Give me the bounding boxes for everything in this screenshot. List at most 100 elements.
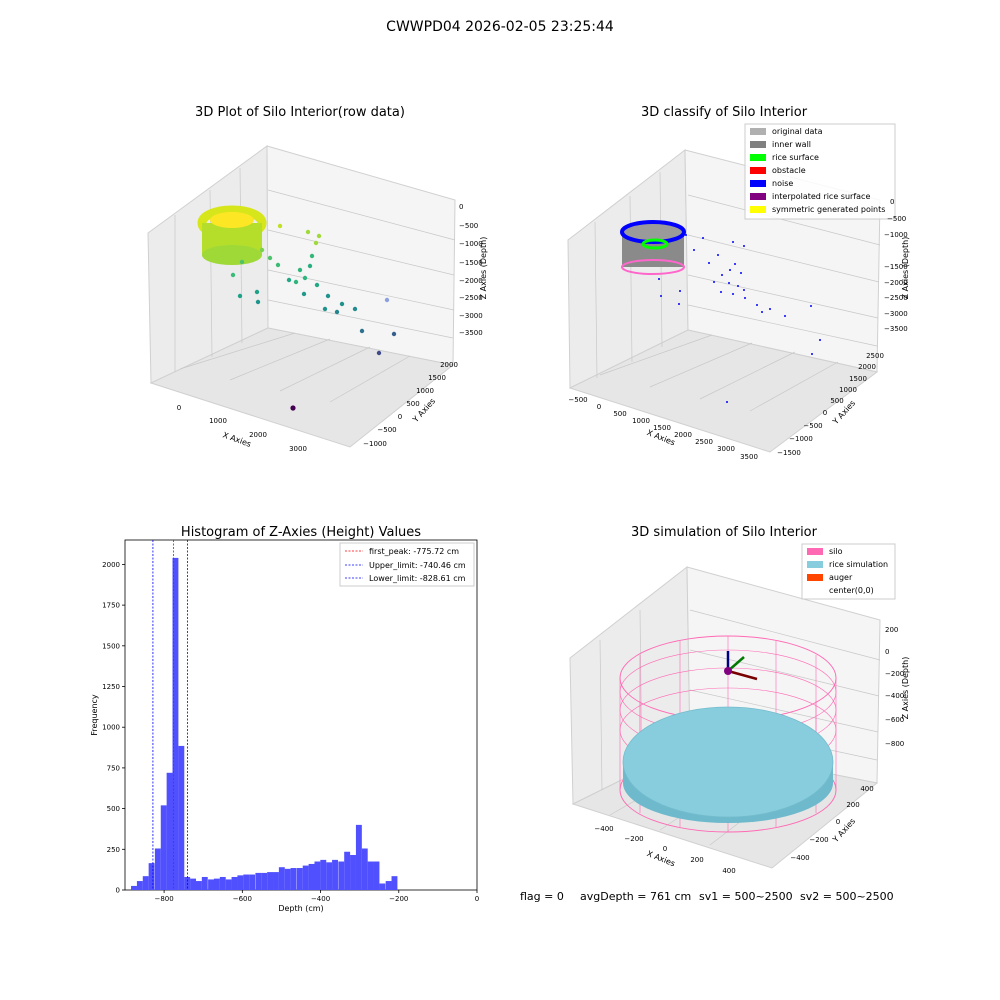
panel1-ytick: 1500 [428, 374, 446, 382]
panel4-xlabel: X Axies [646, 849, 677, 868]
histogram-bar [273, 872, 279, 890]
legend-item-inner-wall: inner wall [750, 140, 811, 149]
panel4-ztick: −200 [885, 670, 904, 678]
legend-item-lower-limit: Lower_limit: -828.61 cm [345, 574, 466, 583]
legend-swatch [750, 180, 766, 187]
histogram-ylabel: Frequency [90, 694, 99, 736]
y-tick-label: 1250 [102, 683, 120, 691]
auger-x-arrow [727, 669, 758, 681]
panel4-zlabel: Z Axies (Depth) [901, 657, 910, 720]
histogram-bar [154, 848, 161, 890]
panel2-xtick: 1000 [632, 417, 650, 425]
histogram-vlines [152, 540, 188, 890]
panel1-title: 3D Plot of Silo Interior(row data) [195, 105, 405, 120]
histogram-bar [278, 867, 285, 890]
histogram-bar [326, 862, 333, 890]
panel2-rice-surface-ring [641, 238, 669, 250]
x-tick-label: 0 [475, 895, 479, 903]
histogram-bar [249, 874, 256, 890]
panel1-ztick: −3500 [459, 329, 483, 337]
panel3-title: Histogram of Z-Axies (Height) Values [181, 525, 421, 540]
rice-simulation-surface [622, 706, 834, 823]
panel1-xtick: 1000 [209, 417, 227, 425]
panel2-ytick: 1000 [839, 386, 857, 394]
histogram-bar [219, 876, 226, 890]
rice-top [622, 706, 834, 818]
histogram-bar [296, 868, 303, 890]
histogram-bar [172, 557, 179, 890]
panel2-ztick: −2000 [884, 279, 908, 287]
histogram-legend-box [339, 542, 475, 587]
legend-label: interpolated rice surface [772, 192, 870, 201]
legend-swatch [750, 167, 766, 174]
panel2-zlabel: Z Axies (Depth) [901, 237, 910, 300]
panel1-xlabel: X Axies [221, 430, 252, 449]
panel2-ytick: 1500 [849, 375, 867, 383]
panel1-ytick: 0 [398, 413, 402, 421]
histogram-bar [373, 861, 380, 890]
panel1-ztick: −500 [459, 222, 478, 230]
y-tick-label: 0 [116, 887, 120, 895]
panel2-ztick: −3000 [884, 310, 908, 318]
legend-swatch [750, 141, 766, 148]
histogram-bar [308, 863, 315, 890]
histogram-bar [338, 861, 345, 890]
panel1-ytick: 500 [406, 400, 419, 408]
panel2-ytick: 2500 [866, 352, 884, 360]
panel2-ytick: 0 [823, 409, 827, 417]
panel1-ztick: −2000 [459, 277, 483, 285]
legend-label: symmetric generated points [772, 205, 885, 214]
panel1-ytick: 2000 [440, 361, 458, 369]
auger-and-center [724, 651, 758, 681]
panel2-points [620, 220, 821, 403]
panel2-xtick: 3000 [717, 445, 735, 453]
panel1-ytick: 1000 [416, 387, 434, 395]
legend-item-obstacle: obstacle [750, 166, 806, 175]
panel2-xtick: 1500 [653, 424, 671, 432]
panel1-ztick: 0 [459, 203, 463, 211]
panel2-xtick: 500 [613, 410, 626, 418]
panel2-ztick: −500 [887, 215, 906, 223]
histogram-bar [213, 878, 220, 890]
panel1-xtick: 3000 [289, 445, 307, 453]
panel1-ztick: −2500 [459, 294, 483, 302]
histogram-bar [385, 881, 392, 890]
panel2-title: 3D classify of Silo Interior [641, 105, 808, 120]
legend-label: auger [829, 573, 853, 582]
center-marker [724, 667, 732, 675]
panel4-ytick: 400 [860, 785, 873, 793]
panel1-floor-pane [149, 327, 455, 448]
legend-swatch [750, 206, 766, 213]
panel4-xtick: −200 [624, 835, 643, 843]
y-tick-label: 500 [107, 805, 120, 813]
histogram-bar [379, 883, 386, 890]
panel2-xtick: −500 [568, 396, 587, 404]
histogram-bar [201, 876, 208, 890]
panel2-xtick: 2000 [674, 431, 692, 439]
histogram-bar [355, 824, 362, 890]
histogram-bar [225, 879, 232, 890]
histogram-bar [350, 855, 356, 890]
legend-swatch [750, 193, 766, 200]
histogram-bar [267, 872, 274, 890]
legend-swatch [807, 548, 823, 555]
legend-label: Upper_limit: -740.46 cm [369, 561, 466, 570]
histogram-bar [208, 879, 214, 890]
legend-label: inner wall [772, 140, 811, 149]
legend-label: silo [829, 547, 843, 556]
legend-item-auger: auger [807, 573, 853, 582]
figure-suptitle: CWWPD04 2026-02-05 23:25:44 [386, 19, 614, 35]
x-tick-label: −600 [233, 895, 252, 903]
panel2-z-axis: 0 −500 −1000 −1500 −2000 −2500 −3000 −35… [884, 198, 910, 333]
panel4-title: 3D simulation of Silo Interior [631, 525, 818, 540]
y-tick-label: 250 [107, 846, 120, 854]
panel4-ztick: 0 [885, 648, 889, 656]
panel4-xtick: 400 [722, 867, 735, 875]
histogram-bar [314, 861, 321, 890]
panel2-ztick: 0 [890, 198, 894, 206]
histogram-bar [142, 876, 149, 890]
panel1-points [197, 205, 397, 411]
histogram-bar [332, 859, 338, 890]
legend-item-noise: noise [750, 179, 793, 188]
